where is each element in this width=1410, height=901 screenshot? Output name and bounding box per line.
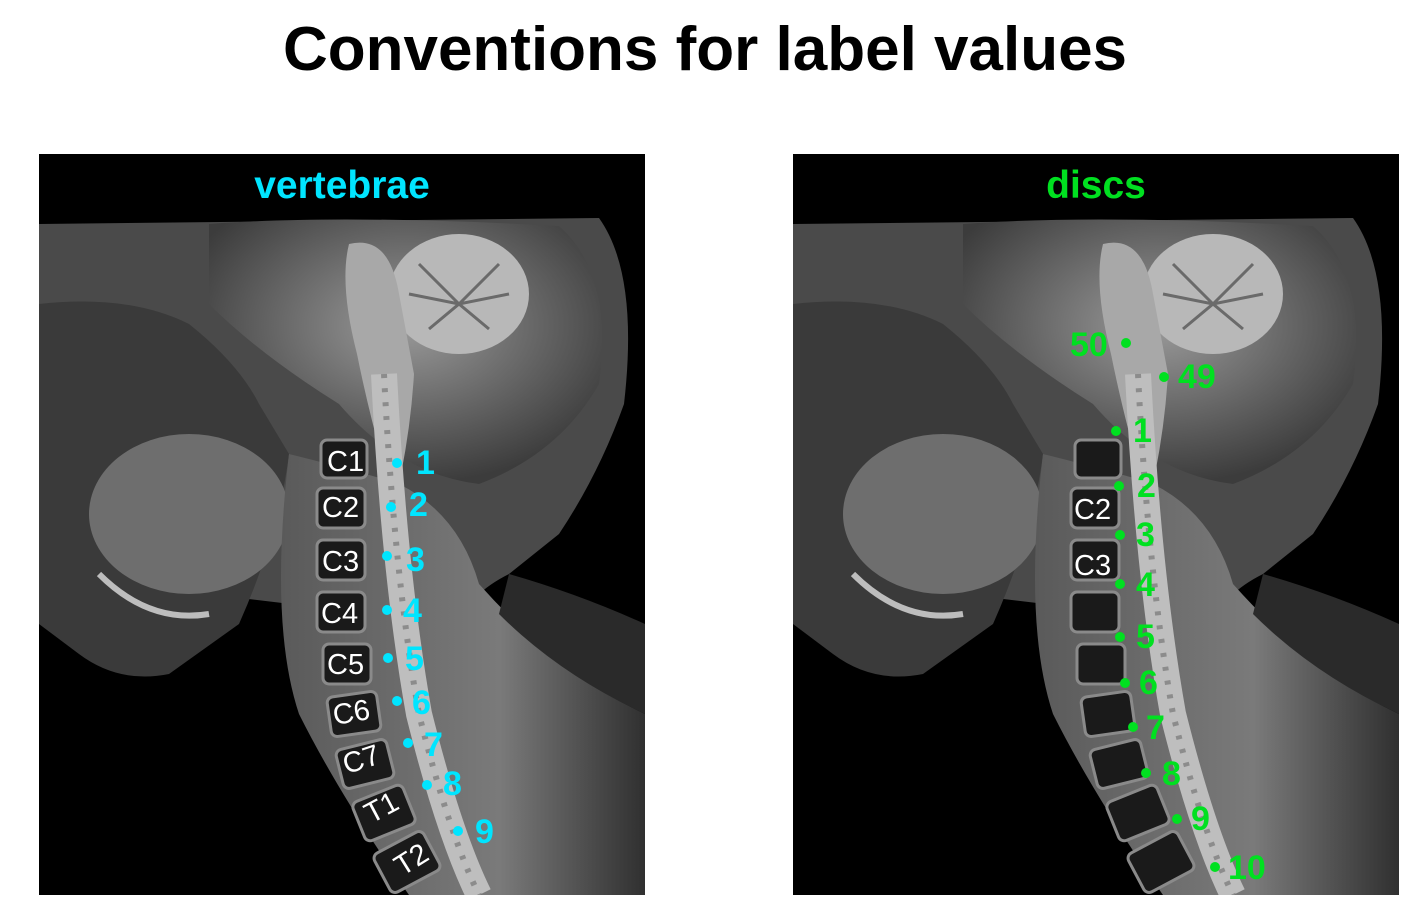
vertebra-marker-dot — [382, 605, 392, 615]
vertebra-marker-dot — [422, 780, 432, 790]
disc-marker-dot — [1120, 678, 1130, 688]
disc-marker-label: 4 — [1136, 566, 1155, 604]
vertebra-label-c2: C2 — [322, 492, 360, 524]
vertebra-marker-label: 7 — [424, 726, 443, 764]
disc-marker-label: 2 — [1137, 467, 1156, 505]
disc-marker-dot — [1111, 426, 1121, 436]
disc-marker-label: 6 — [1139, 664, 1158, 702]
disc-marker-dot — [1115, 530, 1125, 540]
page-title: Conventions for label values — [282, 15, 1128, 84]
vertebrae-panel: vertebrae C1 C2 C3 C4 C5 C6 C7 T1 T2 1 2… — [39, 154, 645, 895]
disc-marker-dot — [1172, 814, 1182, 824]
disc-marker-dot — [1121, 338, 1131, 348]
disc-marker-dot — [1141, 768, 1151, 778]
discs-panel: discs C2 C3 50 49 1 2 3 4 5 6 7 8 9 10 — [793, 154, 1399, 895]
vertebra-marker-label: 4 — [403, 592, 422, 630]
disc-marker-label: 3 — [1136, 516, 1155, 554]
disc-marker-label: 9 — [1191, 800, 1210, 838]
vertebra-label-c5: C5 — [327, 649, 365, 681]
vertebra-marker-dot — [453, 826, 463, 836]
vertebra-label-c1: C1 — [327, 446, 365, 478]
vertebra-marker-label: 2 — [409, 486, 428, 524]
vertebra-marker-dot — [392, 458, 402, 468]
disc-marker-label: 8 — [1162, 755, 1181, 793]
vertebra-label-c2: C2 — [1074, 494, 1112, 526]
disc-marker-dot — [1210, 862, 1220, 872]
disc-marker-label: 5 — [1136, 618, 1155, 656]
vertebra-label-c3: C3 — [1074, 550, 1112, 582]
vertebra-label-c3: C3 — [322, 546, 360, 578]
vertebra-marker-dot — [382, 551, 392, 561]
disc-marker-label: 7 — [1146, 709, 1165, 747]
disc-marker-dot — [1114, 481, 1124, 491]
disc-marker-label: 10 — [1228, 849, 1266, 887]
disc-marker-dot — [1159, 372, 1169, 382]
vertebra-label-c4: C4 — [321, 598, 359, 630]
discs-panel-title: discs — [1046, 164, 1146, 207]
vertebra-marker-dot — [403, 738, 413, 748]
vertebra-marker-dot — [386, 502, 396, 512]
vertebra-marker-dot — [383, 653, 393, 663]
vertebra-marker-label: 3 — [406, 541, 425, 579]
vertebra-marker-label: 9 — [475, 813, 494, 851]
vertebra-marker-dot — [392, 696, 402, 706]
mri-image-discs — [793, 218, 1399, 895]
disc-marker-dot — [1115, 632, 1125, 642]
disc-marker-dot — [1128, 722, 1138, 732]
vertebra-marker-label: 5 — [405, 640, 424, 678]
vertebra-marker-label: 1 — [416, 444, 435, 482]
vertebra-marker-label: 6 — [412, 684, 431, 722]
vertebra-label-c6: C6 — [330, 694, 373, 732]
disc-marker-label: 1 — [1133, 412, 1152, 450]
mri-image-vertebrae — [39, 218, 645, 895]
disc-marker-label: 50 — [1070, 326, 1108, 364]
vertebra-marker-label: 8 — [443, 765, 462, 803]
vertebrae-panel-title: vertebrae — [254, 164, 430, 207]
disc-marker-label: 49 — [1178, 358, 1216, 396]
disc-marker-dot — [1115, 579, 1125, 589]
